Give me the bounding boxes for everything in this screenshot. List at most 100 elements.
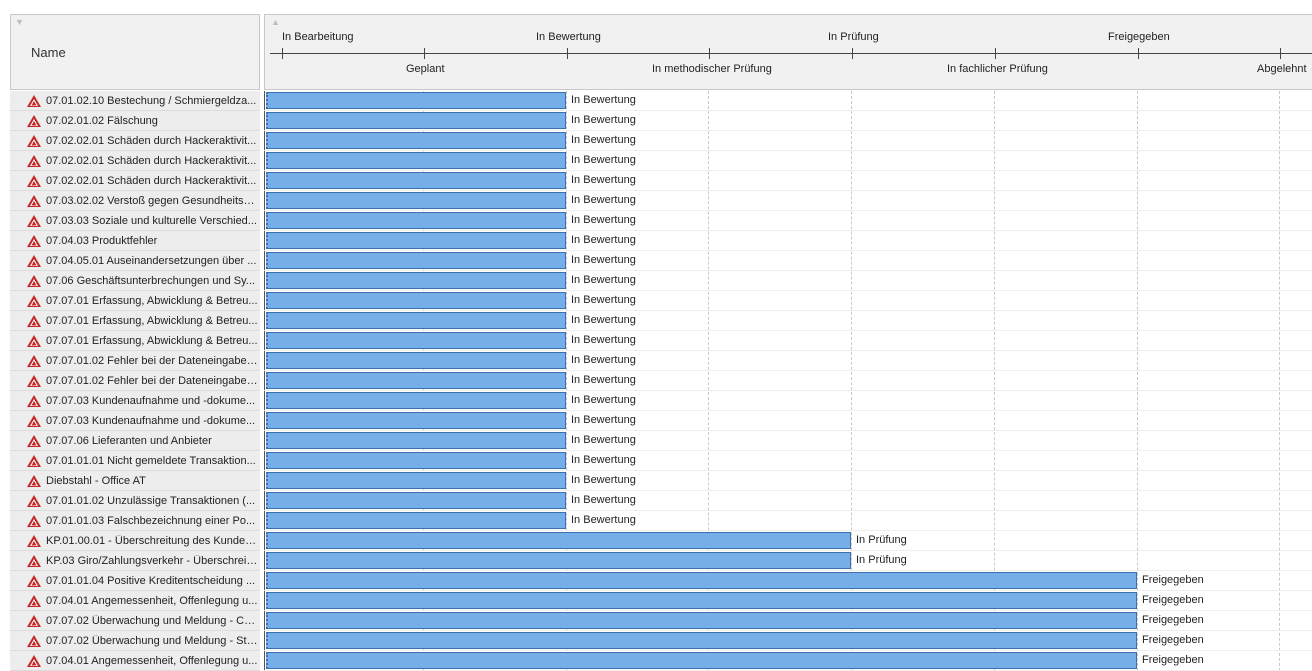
risk-list-item[interactable]: 07.07.01.02 Fehler bei der Dateneingabe,…: [10, 351, 260, 371]
status-bar[interactable]: [266, 372, 566, 389]
risk-list-item[interactable]: 07.07.01.02 Fehler bei der Dateneingabe,…: [10, 371, 260, 391]
status-bar[interactable]: [266, 272, 566, 289]
gantt-row: In Bewertung: [264, 391, 1312, 411]
status-bar[interactable]: [266, 552, 851, 569]
status-bar[interactable]: [266, 152, 566, 169]
status-bar[interactable]: [266, 312, 566, 329]
status-bar[interactable]: [266, 652, 1137, 669]
status-bar[interactable]: [266, 612, 1137, 629]
status-bar-label: In Bewertung: [571, 94, 636, 106]
status-bar-label: In Bewertung: [571, 314, 636, 326]
status-bar-label: In Bewertung: [571, 414, 636, 426]
grid-line: [1279, 91, 1280, 671]
risk-list-item[interactable]: 07.07.03 Kundenaufnahme und -dokume...: [10, 391, 260, 411]
gantt-row: In Bewertung: [264, 291, 1312, 311]
gantt-row: In Bewertung: [264, 351, 1312, 371]
status-bar[interactable]: [266, 592, 1137, 609]
risk-list-item[interactable]: 07.01.01.03 Falschbezeichnung einer Po..…: [10, 511, 260, 531]
status-bar[interactable]: [266, 192, 566, 209]
gantt-row: In Bewertung: [264, 211, 1312, 231]
status-bar-label: In Bewertung: [571, 114, 636, 126]
risk-list-item[interactable]: 07.07.01 Erfassung, Abwicklung & Betreu.…: [10, 311, 260, 331]
risk-list-item[interactable]: 07.07.03 Kundenaufnahme und -dokume...: [10, 411, 260, 431]
name-column-header[interactable]: ▼ Name: [10, 14, 260, 90]
triangle-down-icon[interactable]: ▼: [15, 17, 24, 27]
status-bar[interactable]: [266, 212, 566, 229]
risk-warning-icon: [27, 594, 41, 607]
risk-list-item[interactable]: 07.04.05.01 Auseinandersetzungen über ..…: [10, 251, 260, 271]
status-bar-label: In Bewertung: [571, 474, 636, 486]
status-bar[interactable]: [266, 392, 566, 409]
risk-warning-icon: [27, 174, 41, 187]
gantt-row: In Prüfung: [264, 551, 1312, 571]
risk-list-item-label: 07.01.01.01 Nicht gemeldete Transaktion.…: [46, 454, 256, 467]
risk-list-item[interactable]: 07.04.03 Produktfehler: [10, 231, 260, 251]
status-bar[interactable]: [266, 172, 566, 189]
risk-list-item[interactable]: KP.03 Giro/Zahlungsverkehr - Überschreit…: [10, 551, 260, 571]
risk-list-item[interactable]: 07.04.01 Angemessenheit, Offenlegung u..…: [10, 651, 260, 671]
status-bar[interactable]: [266, 432, 566, 449]
risk-list-item[interactable]: 07.07.06 Lieferanten und Anbieter: [10, 431, 260, 451]
risk-list-item[interactable]: 07.02.02.01 Schäden durch Hackeraktivit.…: [10, 171, 260, 191]
grid-line: [1137, 91, 1138, 671]
risk-list-item[interactable]: 07.01.02.10 Bestechung / Schmiergeldza..…: [10, 91, 260, 111]
status-bar-label: Freigegeben: [1142, 614, 1204, 626]
risk-list-item[interactable]: 07.02.02.01 Schäden durch Hackeraktivit.…: [10, 131, 260, 151]
gantt-row: In Bewertung: [264, 191, 1312, 211]
status-bar[interactable]: [266, 452, 566, 469]
status-bar[interactable]: [266, 232, 566, 249]
name-column-title: Name: [31, 45, 66, 60]
risk-list-item[interactable]: 07.01.01.01 Nicht gemeldete Transaktion.…: [10, 451, 260, 471]
risk-list-item[interactable]: Diebstahl - Office AT: [10, 471, 260, 491]
risk-list-item[interactable]: KP.01.00.01 - Überschreitung des Kunden.…: [10, 531, 260, 551]
stage-label-geplant: Geplant: [406, 63, 445, 75]
risk-list-item[interactable]: 07.07.02 Überwachung und Meldung - Str..…: [10, 631, 260, 651]
gantt-row: In Bewertung: [264, 431, 1312, 451]
gantt-row: In Bewertung: [264, 111, 1312, 131]
risk-list-item[interactable]: 07.06 Geschäftsunterbrechungen und Sy...: [10, 271, 260, 291]
status-bar[interactable]: [266, 132, 566, 149]
status-bar[interactable]: [266, 512, 566, 529]
axis-tick: [995, 48, 996, 59]
gantt-row: In Bewertung: [264, 131, 1312, 151]
status-bar[interactable]: [266, 292, 566, 309]
risk-warning-icon: [27, 114, 41, 127]
risk-list-item[interactable]: 07.07.01 Erfassung, Abwicklung & Betreu.…: [10, 291, 260, 311]
risk-list-item[interactable]: 07.03.02.02 Verstoß gegen Gesundheits- .…: [10, 191, 260, 211]
risk-list-item[interactable]: 07.07.01 Erfassung, Abwicklung & Betreu.…: [10, 331, 260, 351]
axis-tick: [282, 48, 283, 59]
stage-label-in-bewertung: In Bewertung: [536, 31, 601, 43]
triangle-up-icon[interactable]: ▲: [271, 17, 280, 27]
status-bar[interactable]: [266, 492, 566, 509]
risk-list-item[interactable]: 07.01.01.04 Positive Kreditentscheidung …: [10, 571, 260, 591]
risk-list-item[interactable]: 07.03.03 Soziale und kulturelle Verschie…: [10, 211, 260, 231]
risk-warning-icon: [27, 394, 41, 407]
risk-list-item-label: 07.02.02.01 Schäden durch Hackeraktivit.…: [46, 154, 257, 167]
status-bar[interactable]: [266, 332, 566, 349]
status-bar-label: In Prüfung: [856, 554, 907, 566]
gantt-chart-area: In Bewertung In Bewertung In Bewertung In B…: [264, 91, 1312, 671]
risk-list-item-label: 07.02.02.01 Schäden durch Hackeraktivit.…: [46, 174, 257, 187]
status-bar[interactable]: [266, 472, 566, 489]
status-bar[interactable]: [266, 412, 566, 429]
risk-list-item[interactable]: 07.04.01 Angemessenheit, Offenlegung u..…: [10, 591, 260, 611]
risk-warning-icon: [27, 574, 41, 587]
status-bar[interactable]: [266, 112, 566, 129]
risk-warning-icon: [27, 194, 41, 207]
status-bar[interactable]: [266, 572, 1137, 589]
risk-list-item[interactable]: 07.02.02.01 Schäden durch Hackeraktivit.…: [10, 151, 260, 171]
axis-tick: [1280, 48, 1281, 59]
status-bar[interactable]: [266, 352, 566, 369]
status-bar[interactable]: [266, 92, 566, 109]
status-bar[interactable]: [266, 532, 851, 549]
risk-list-item-label: 07.07.01.02 Fehler bei der Dateneingabe,…: [46, 374, 258, 387]
status-bar-label: In Bewertung: [571, 234, 636, 246]
status-bar-label: In Bewertung: [571, 334, 636, 346]
risk-list-item[interactable]: 07.01.01.02 Unzulässige Transaktionen (.…: [10, 491, 260, 511]
status-bar[interactable]: [266, 632, 1137, 649]
risk-list-item[interactable]: 07.02.01.02 Fälschung: [10, 111, 260, 131]
status-bar[interactable]: [266, 252, 566, 269]
risk-list-item[interactable]: 07.07.02 Überwachung und Meldung - Co...: [10, 611, 260, 631]
gantt-row: In Bewertung: [264, 371, 1312, 391]
gantt-row: Freigegeben: [264, 651, 1312, 671]
